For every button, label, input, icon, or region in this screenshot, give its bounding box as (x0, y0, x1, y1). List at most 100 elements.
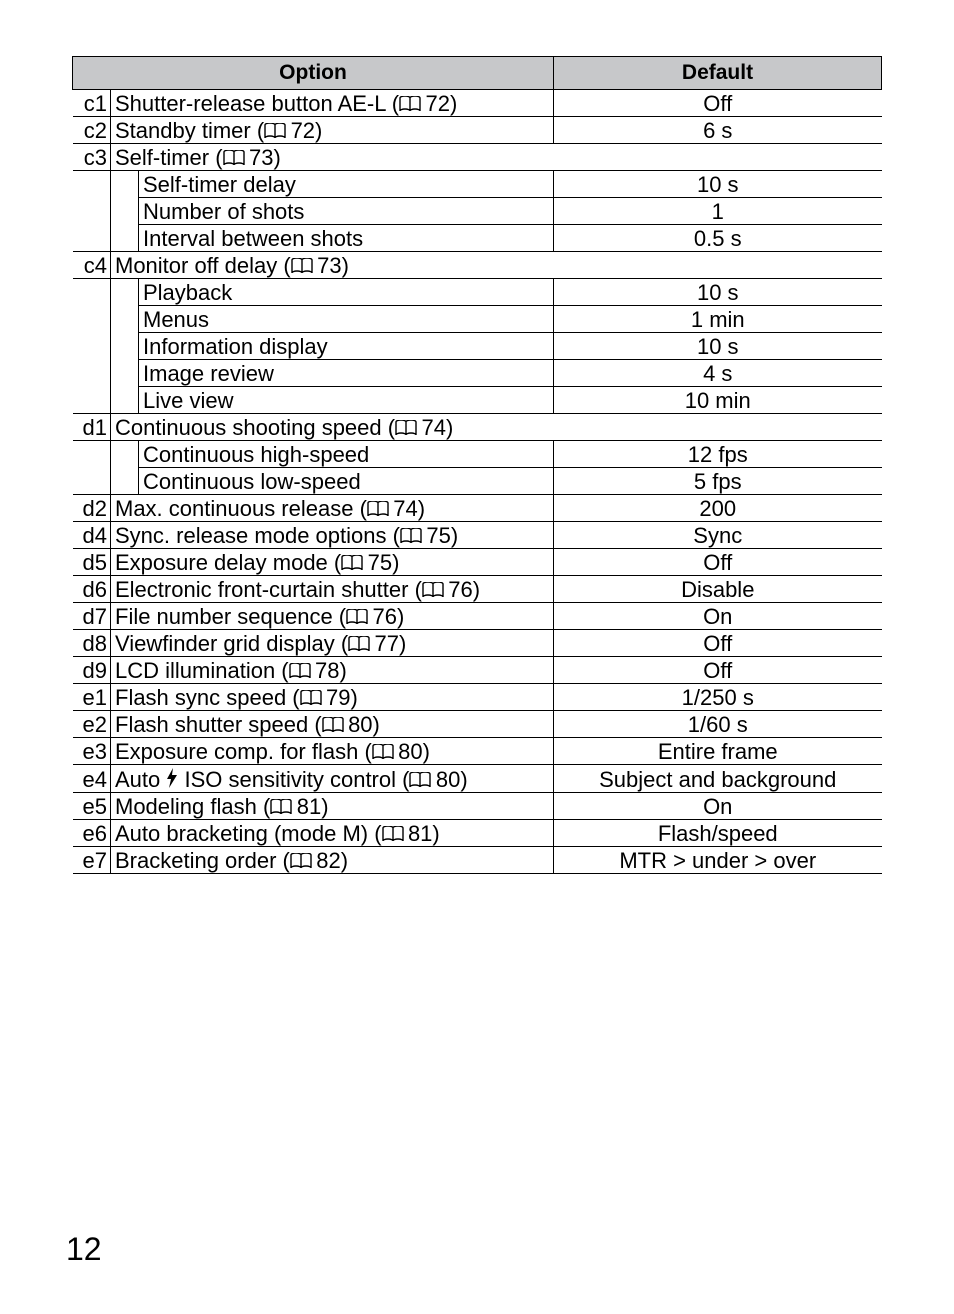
row-sub-option: Continuous low-speed (139, 468, 554, 495)
row-default: Off (554, 549, 882, 576)
row-code: c2 (73, 117, 111, 144)
row-indent (111, 279, 139, 306)
row-option: Bracketing order ( 82) (111, 847, 554, 874)
row-code-empty (73, 225, 111, 252)
row-option: Standby timer ( 72) (111, 117, 554, 144)
row-option: Flash shutter speed ( 80) (111, 711, 554, 738)
table-row: Live view10 min (73, 387, 882, 414)
row-indent (111, 468, 139, 495)
row-option-group: Continuous shooting speed ( 74) (111, 414, 882, 441)
table-row: Continuous high-speed12 fps (73, 441, 882, 468)
row-indent (111, 171, 139, 198)
row-default: 10 min (554, 387, 882, 414)
row-option: Auto bracketing (mode M) ( 81) (111, 820, 554, 847)
page-number: 12 (66, 1231, 102, 1268)
row-default: 1/60 s (554, 711, 882, 738)
row-indent (111, 360, 139, 387)
row-default: 10 s (554, 279, 882, 306)
row-code: d6 (73, 576, 111, 603)
table-row: e3Exposure comp. for flash ( 80)Entire f… (73, 738, 882, 765)
row-code: c3 (73, 144, 111, 171)
row-default: Sync (554, 522, 882, 549)
table-row: e2Flash shutter speed ( 80)1/60 s (73, 711, 882, 738)
table-row: e7Bracketing order ( 82)MTR > under > ov… (73, 847, 882, 874)
row-option: Max. continuous release ( 74) (111, 495, 554, 522)
row-default: 10 s (554, 333, 882, 360)
table-row: Playback10 s (73, 279, 882, 306)
row-option: LCD illumination ( 78) (111, 657, 554, 684)
row-default: 1 (554, 198, 882, 225)
row-sub-option: Information display (139, 333, 554, 360)
row-default: 200 (554, 495, 882, 522)
row-default: Disable (554, 576, 882, 603)
row-option: Flash sync speed ( 79) (111, 684, 554, 711)
row-sub-option: Image review (139, 360, 554, 387)
row-default: 1/250 s (554, 684, 882, 711)
row-default: 10 s (554, 171, 882, 198)
table-row: d1Continuous shooting speed ( 74) (73, 414, 882, 441)
table-row: d9LCD illumination ( 78)Off (73, 657, 882, 684)
row-sub-option: Live view (139, 387, 554, 414)
row-code: c4 (73, 252, 111, 279)
table-row: e6Auto bracketing (mode M) ( 81)Flash/sp… (73, 820, 882, 847)
row-code: d1 (73, 414, 111, 441)
row-indent (111, 387, 139, 414)
row-code: e5 (73, 793, 111, 820)
table-row: d4Sync. release mode options ( 75)Sync (73, 522, 882, 549)
row-default: 0.5 s (554, 225, 882, 252)
row-code-empty (73, 279, 111, 306)
row-default: Flash/speed (554, 820, 882, 847)
row-default: MTR > under > over (554, 847, 882, 874)
table-row: e1Flash sync speed ( 79)1/250 s (73, 684, 882, 711)
row-option: Auto ISO sensitivity control ( 80) (111, 765, 554, 793)
table-row: d5Exposure delay mode ( 75)Off (73, 549, 882, 576)
table-header-row: Option Default (73, 57, 882, 90)
row-indent (111, 333, 139, 360)
row-default: On (554, 793, 882, 820)
row-code: d5 (73, 549, 111, 576)
row-code: d8 (73, 630, 111, 657)
row-indent (111, 441, 139, 468)
row-sub-option: Self-timer delay (139, 171, 554, 198)
header-default: Default (554, 57, 882, 90)
row-code: e3 (73, 738, 111, 765)
header-option: Option (73, 57, 554, 90)
row-option: Electronic front-curtain shutter ( 76) (111, 576, 554, 603)
row-code: d9 (73, 657, 111, 684)
row-sub-option: Number of shots (139, 198, 554, 225)
row-code: e2 (73, 711, 111, 738)
row-sub-option: Playback (139, 279, 554, 306)
row-option: Sync. release mode options ( 75) (111, 522, 554, 549)
table-row: d8Viewfinder grid display ( 77)Off (73, 630, 882, 657)
table-row: Information display10 s (73, 333, 882, 360)
row-sub-option: Interval between shots (139, 225, 554, 252)
row-code-empty (73, 360, 111, 387)
row-code-empty (73, 171, 111, 198)
table-row: d7File number sequence ( 76)On (73, 603, 882, 630)
row-default: Subject and background (554, 765, 882, 793)
table-row: Menus1 min (73, 306, 882, 333)
row-default: Entire frame (554, 738, 882, 765)
table-row: Number of shots1 (73, 198, 882, 225)
table-row: c4Monitor off delay ( 73) (73, 252, 882, 279)
table-row: Image review4 s (73, 360, 882, 387)
table-row: e5Modeling flash ( 81)On (73, 793, 882, 820)
row-indent (111, 198, 139, 225)
table-row: Continuous low-speed5 fps (73, 468, 882, 495)
row-code-empty (73, 387, 111, 414)
row-code-empty (73, 306, 111, 333)
row-option: Modeling flash ( 81) (111, 793, 554, 820)
row-code-empty (73, 198, 111, 225)
page-content: Option Default c1Shutter-release button … (0, 0, 954, 874)
row-option: Exposure comp. for flash ( 80) (111, 738, 554, 765)
row-code-empty (73, 441, 111, 468)
row-sub-option: Continuous high-speed (139, 441, 554, 468)
table-row: c3Self-timer ( 73) (73, 144, 882, 171)
table-row: c2Standby timer ( 72)6 s (73, 117, 882, 144)
row-code: e6 (73, 820, 111, 847)
row-option: File number sequence ( 76) (111, 603, 554, 630)
row-option: Viewfinder grid display ( 77) (111, 630, 554, 657)
row-option: Exposure delay mode ( 75) (111, 549, 554, 576)
row-sub-option: Menus (139, 306, 554, 333)
row-default: On (554, 603, 882, 630)
